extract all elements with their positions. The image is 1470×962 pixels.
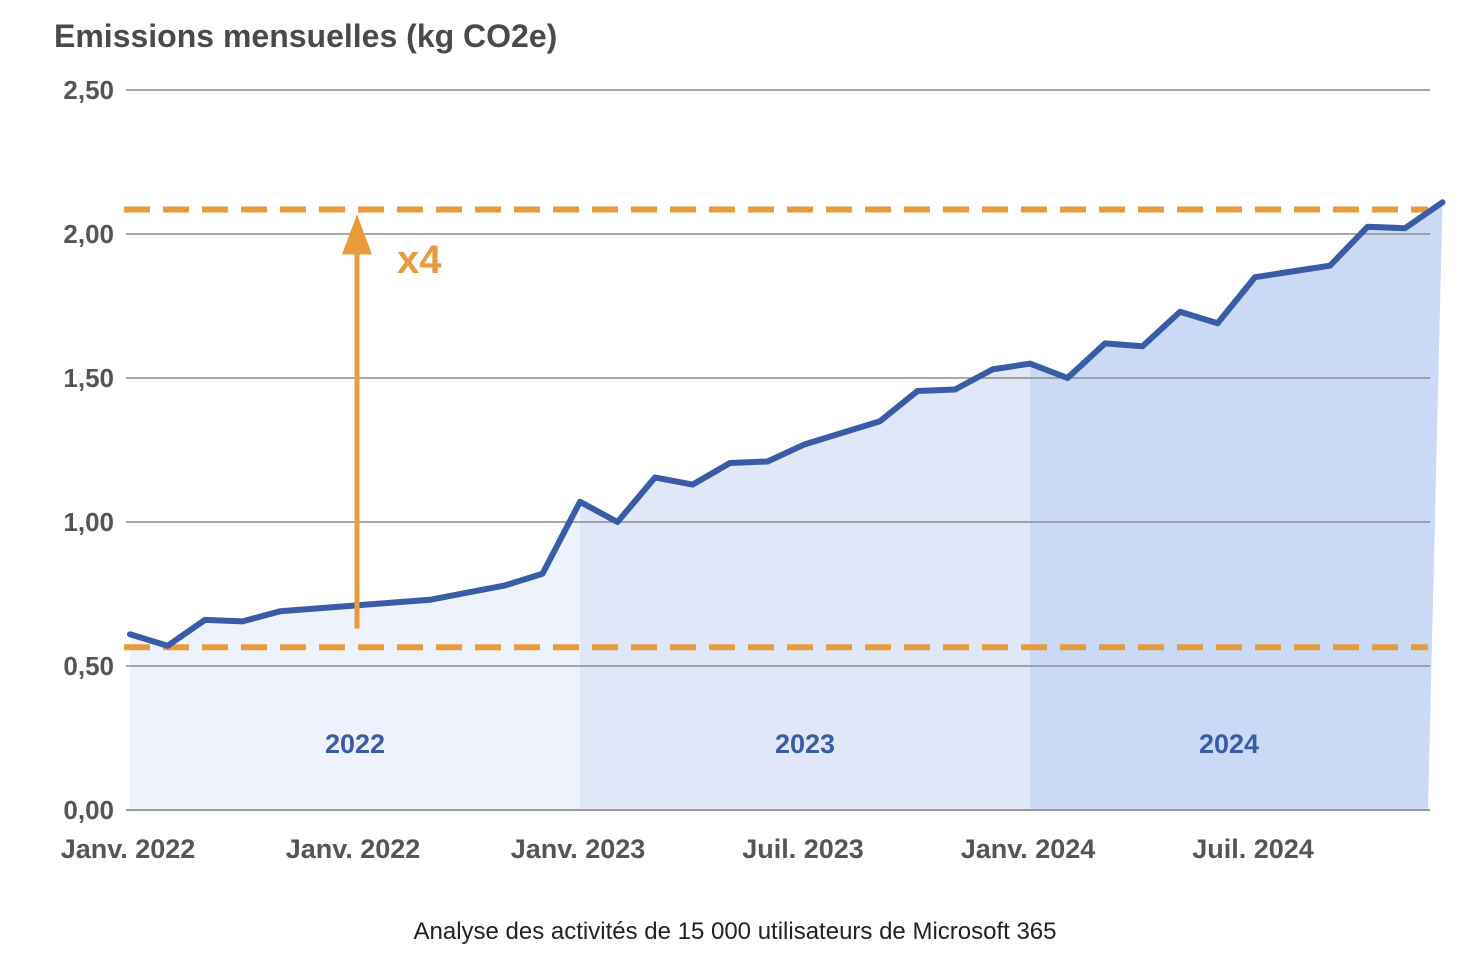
x-axis: Janv. 2022 Janv. 2022 Janv. 2023 Juil. 2023… [61,834,1314,864]
grid-lines [126,89,1430,811]
x-tick-label: Juil. 2023 [742,834,864,864]
y-tick-label: 0,50 [63,651,114,681]
y-tick-label: 1,50 [63,363,114,393]
chart-title: Emissions mensuelles (kg CO2e) [54,18,558,54]
year-band-label: 2024 [1199,729,1259,759]
series-line-layer [127,199,1446,649]
reference-lines [124,206,1428,651]
year-bands [130,202,1443,811]
x-tick-label: Juil. 2024 [1192,834,1314,864]
chart-caption: Analyse des activités de 15 000 utilisat… [413,918,1057,945]
y-axis: 0,00 0,50 1,00 1,50 2,00 2,50 [63,75,114,825]
y-tick-label: 2,00 [63,219,114,249]
y-tick-label: 2,50 [63,75,114,105]
x-tick-label: Janv. 2022 [61,834,196,864]
x-tick-label: Janv. 2023 [511,834,646,864]
year-band-label: 2022 [325,729,385,759]
year-band-2024 [1030,202,1443,811]
x-tick-label: Janv. 2022 [286,834,421,864]
annotation-layer: x4 [342,214,442,629]
year-band-2022 [130,501,580,810]
annotation-label: x4 [397,238,442,282]
x-tick-label: Janv. 2024 [961,834,1096,864]
y-tick-label: 1,00 [63,507,114,537]
year-band-label: 2023 [775,729,835,759]
series-line [127,199,1446,649]
y-tick-label: 0,00 [63,795,114,825]
year-band-2023 [580,363,1030,810]
year-band-labels: 2022 2023 2024 [325,729,1259,759]
annotation-arrow-head [342,214,372,255]
